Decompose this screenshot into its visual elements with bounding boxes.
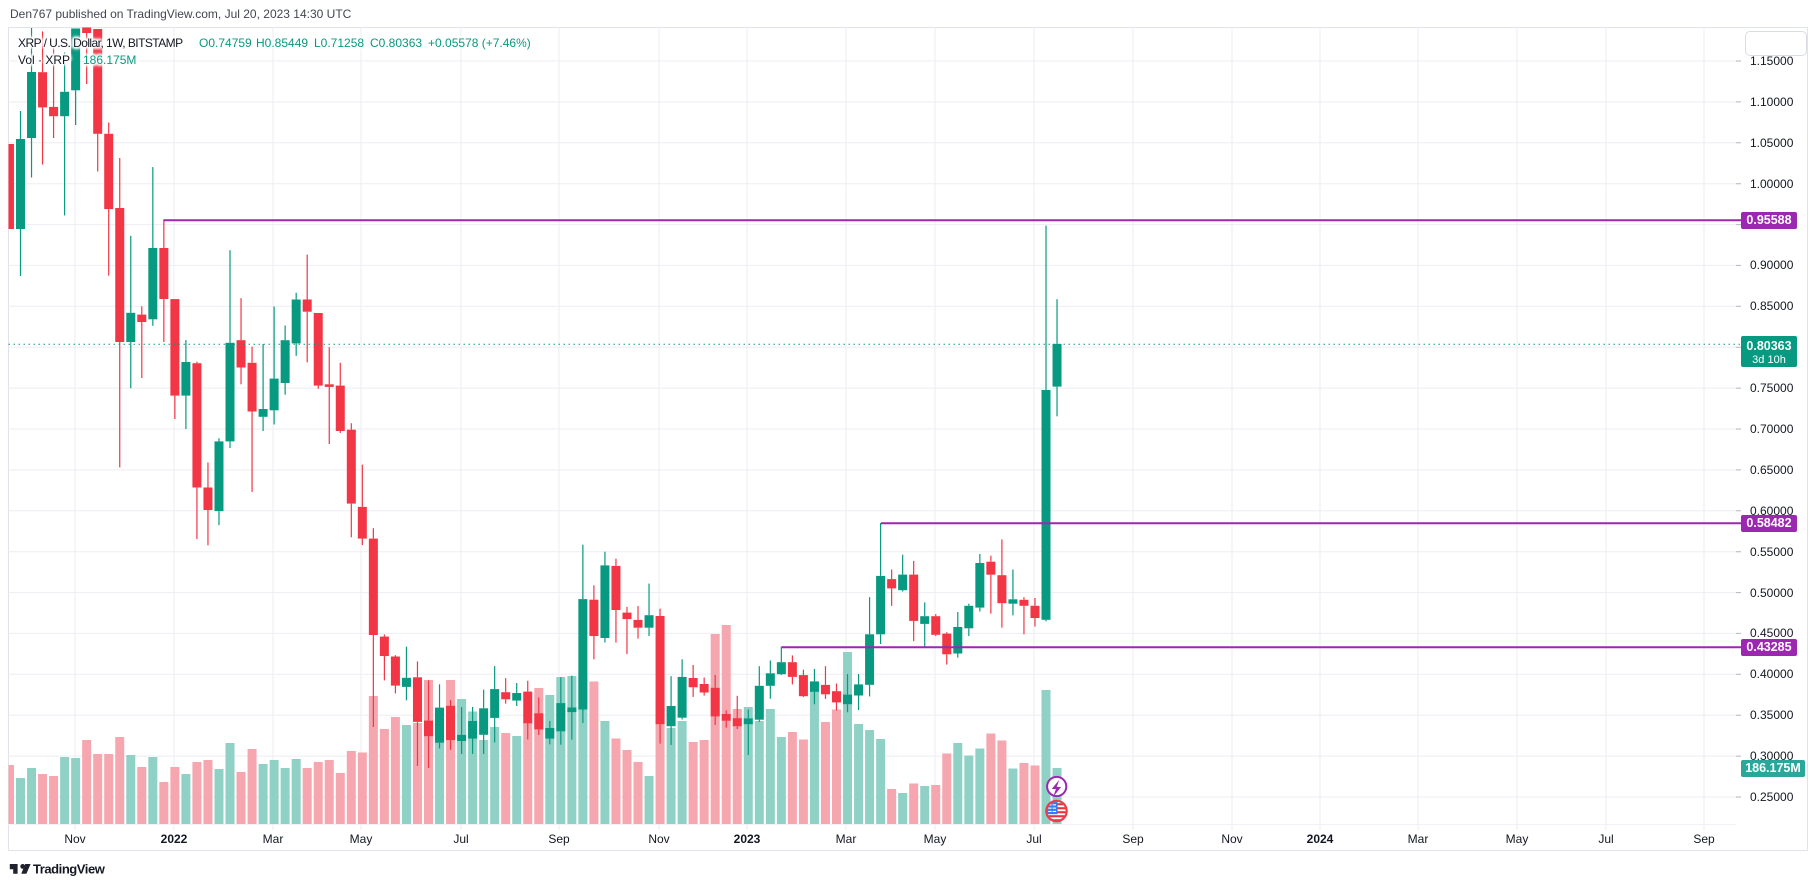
svg-text:TradingView: TradingView xyxy=(33,862,106,877)
